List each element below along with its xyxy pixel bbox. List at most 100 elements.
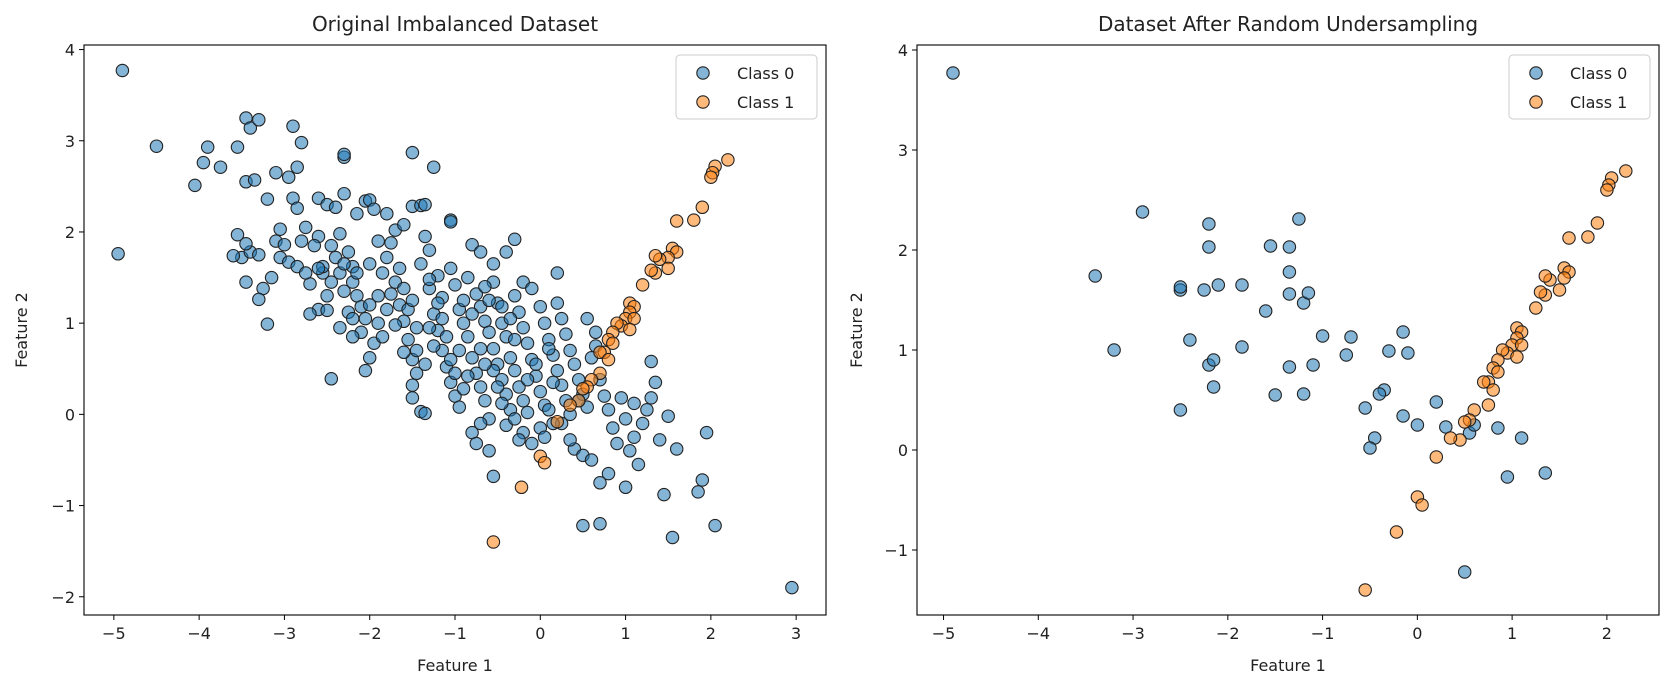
left-class1-point (661, 261, 675, 276)
left-class0-point (588, 325, 603, 340)
right-class0-point (1296, 387, 1311, 401)
right-x-tick-label: 0 (1412, 624, 1422, 643)
left-class0-point (661, 409, 675, 423)
right-class0-point (1410, 418, 1425, 432)
right-class0-point (1173, 280, 1188, 294)
right-class0-point (1206, 380, 1221, 394)
left-class0-point (461, 369, 475, 383)
left-class0-point (563, 433, 577, 447)
right-class0-point (1491, 421, 1505, 435)
left-y-axis-label: Feature 2 (12, 292, 31, 368)
left-class0-point (345, 330, 360, 344)
right-class1-point (1514, 338, 1529, 352)
left-class0-point (298, 220, 313, 235)
right-class0-point (1173, 403, 1188, 417)
right-class1-point (1389, 525, 1404, 539)
left-class0-point (606, 421, 620, 435)
left-x-tick-label: 2 (706, 624, 716, 643)
left-class1-point (550, 414, 565, 429)
right-class0-point (1202, 217, 1216, 231)
left-class0-point (213, 160, 228, 174)
left-y-tick-label: 4 (65, 41, 75, 60)
left-x-tick-label: −1 (443, 624, 467, 643)
left-class0-point (580, 311, 594, 326)
right-class0-point (1235, 340, 1249, 354)
left-class1-point (576, 382, 590, 396)
right-class0-point (1429, 395, 1444, 409)
left-class0-point (401, 332, 415, 347)
left-class0-point (243, 121, 258, 135)
left-class0-point (525, 281, 539, 296)
left-class0-point (512, 380, 526, 394)
left-class0-point (324, 275, 339, 289)
right-class0-point (1282, 265, 1297, 279)
left-class0-point (260, 192, 275, 206)
left-x-tick-label: 3 (791, 624, 801, 643)
left-class0-point (418, 197, 432, 212)
left-x-ticks: −5 −4 −3 −2 −1 0 1 2 3 (102, 615, 801, 643)
left-class0-point (669, 442, 684, 456)
left-class0-point (409, 320, 424, 335)
left-class0-point (503, 351, 518, 365)
left-class0-point (380, 206, 394, 221)
left-class0-point (461, 330, 475, 344)
right-x-ticks: −5 −4 −3 −2 −1 0 1 2 (932, 615, 1612, 643)
right-class0-point (1282, 287, 1297, 301)
left-class0-point (495, 396, 509, 411)
right-y-tick-label: 1 (898, 341, 908, 360)
left-legend-class0-marker (696, 66, 710, 80)
right-class1-point (1481, 398, 1496, 412)
left-class0-point (371, 234, 385, 248)
left-class0-point (307, 238, 322, 253)
left-class0-point (294, 234, 309, 248)
left-class1-point (537, 455, 552, 470)
left-class1-point (623, 322, 637, 337)
right-class1-point (1510, 350, 1524, 364)
left-class0-point (409, 366, 424, 381)
left-class0-point (593, 517, 607, 531)
left-class0-point (337, 186, 351, 201)
left-class0-point (516, 320, 530, 335)
left-class0-point (443, 215, 458, 229)
left-class0-point (418, 406, 432, 421)
right-legend-box (1508, 54, 1651, 120)
left-class0-point (324, 372, 339, 386)
right-class0-point (1206, 353, 1221, 367)
left-x-axis-label: Feature 1 (417, 656, 493, 675)
left-class0-point (443, 352, 458, 367)
right-class1-point (1476, 375, 1491, 389)
left-class0-point (507, 289, 522, 303)
left-class0-point (269, 165, 283, 180)
left-class1-point (606, 336, 620, 350)
left-class0-point (435, 311, 449, 326)
left-class0-point (516, 393, 530, 408)
left-class0-point (537, 316, 552, 330)
left-class0-point (422, 272, 437, 287)
left-class0-point (252, 292, 266, 307)
right-class0-point (1457, 565, 1472, 579)
left-class0-point (520, 405, 535, 420)
left-x-tick-label: 0 (535, 624, 545, 643)
left-class0-point (482, 444, 496, 458)
left-class0-point (384, 287, 398, 301)
left-class0-point (563, 343, 577, 358)
left-class0-point (584, 453, 599, 467)
right-class0-point (1382, 344, 1396, 358)
left-class0-point (362, 351, 377, 365)
left-class0-point (456, 382, 471, 396)
left-class0-point (358, 363, 373, 378)
left-class0-point (380, 250, 394, 265)
right-x-tick-label: −2 (1216, 624, 1240, 643)
left-class0-point (320, 303, 334, 318)
left-class0-point (388, 318, 403, 332)
left-class0-point (367, 202, 381, 216)
left-class0-point (452, 343, 467, 358)
left-class0-point (601, 403, 616, 417)
right-y-tick-label: −1 (884, 541, 908, 560)
left-class0-point (286, 119, 300, 133)
left-class0-point (277, 237, 292, 252)
right-x-tick-label: −4 (1027, 624, 1051, 643)
left-class0-point (418, 229, 432, 244)
